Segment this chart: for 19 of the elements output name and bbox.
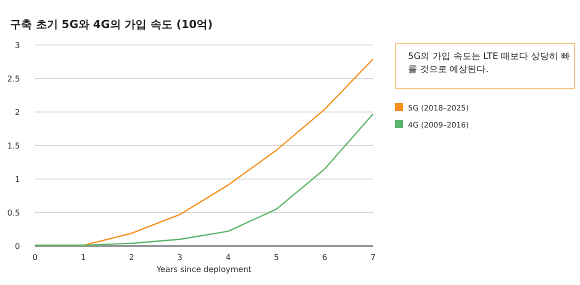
y-tick-label: 1.5 [7,142,20,150]
x-tick-label: 2 [129,253,134,262]
y-tick-label: 2.5 [7,74,20,84]
line-series [34,113,374,246]
x-tick-label: 1 [80,253,86,262]
x-axis-title: Years since deployment [156,265,252,274]
y-tick-label: 1 [14,175,20,184]
x-tick-label: 4 [226,253,231,262]
y-tick-label: 3 [14,41,20,50]
x-tick-label: 7 [370,253,376,262]
chart-title: 구축 초기 5G와 4G의 가입 속도 (10억) [10,18,213,31]
y-tick-label: 2 [14,108,20,117]
text: 5G의 가입 속도는 LTE 때보다 상당히 빠를 것으로 예상된다. [395,43,575,89]
x-tick-label: 6 [322,253,328,262]
x-tick-label: 3 [177,253,182,262]
y-tick-label: 0.5 [7,208,20,218]
y-tick-label: 0 [14,242,20,251]
x-tick-label: 0 [32,253,38,262]
x-tick-label: 5 [274,253,279,262]
